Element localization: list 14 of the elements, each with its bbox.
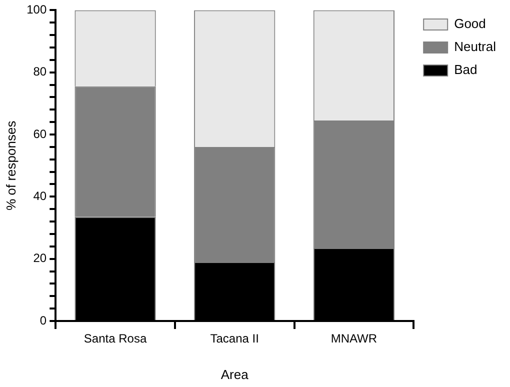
x-tick-label: MNAWR [330, 332, 378, 346]
y-tick-label: 60 [33, 126, 47, 141]
x-tick-label: Tacana II [210, 332, 259, 346]
y-tick-label: 0 [40, 313, 47, 328]
y-tick-label: 20 [33, 251, 47, 266]
y-tick-label: 80 [33, 64, 47, 79]
y-tick-label: 100 [26, 2, 47, 17]
legend-label: Neutral [454, 39, 496, 54]
legend-label: Bad [454, 62, 478, 78]
x-tick-label: Santa Rosa [84, 332, 147, 346]
legend-label: Good [454, 16, 486, 32]
x-axis-title: Area [220, 366, 250, 382]
y-axis-title: % of responses [3, 120, 18, 210]
y-tick-label: 40 [33, 188, 47, 203]
